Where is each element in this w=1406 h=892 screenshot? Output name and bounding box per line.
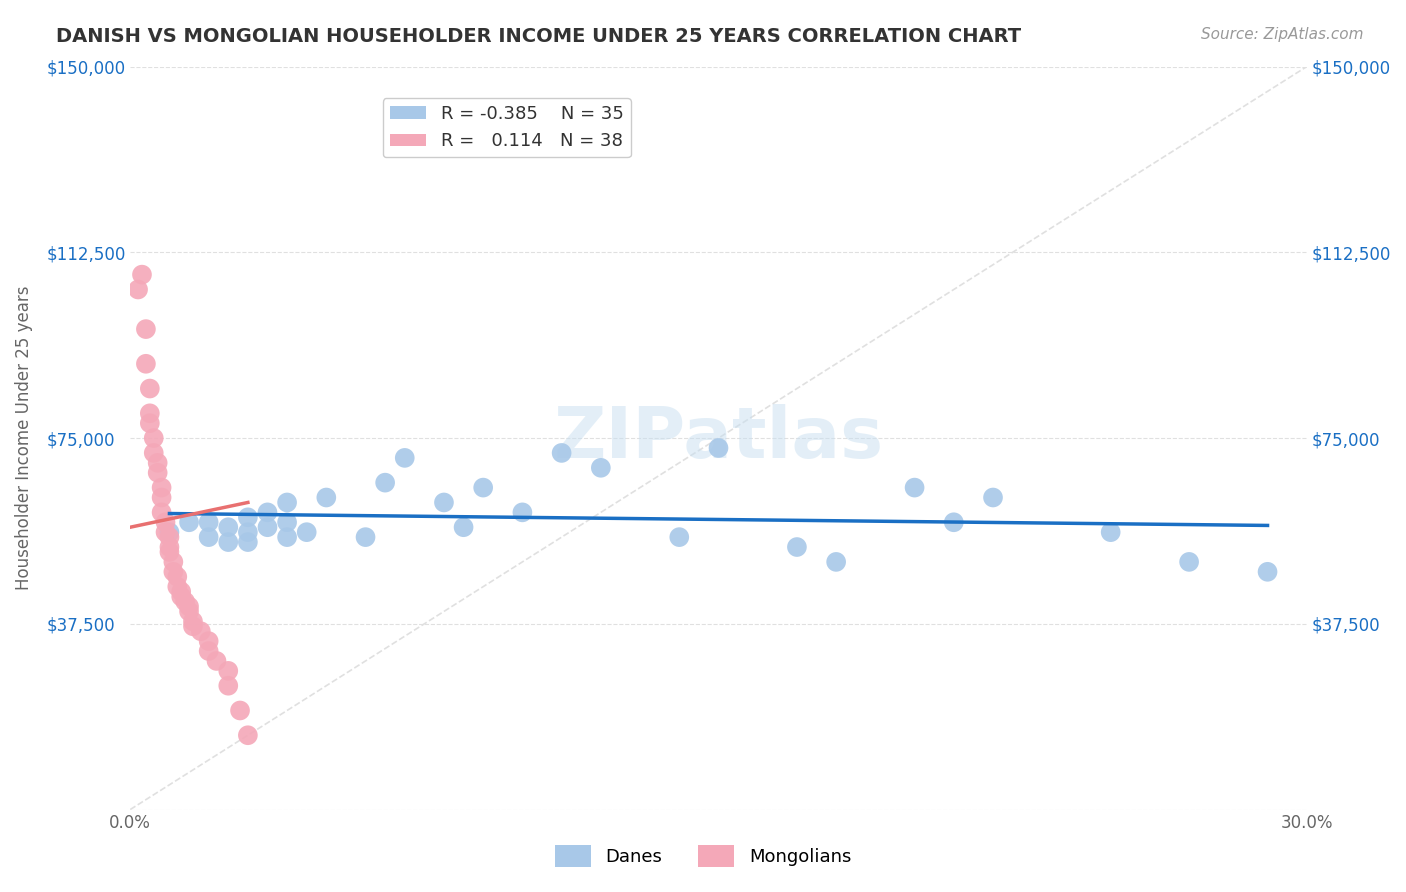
Point [217, 664, 239, 678]
Point [825, 555, 848, 569]
Point [142, 446, 165, 460]
Point [139, 406, 162, 420]
Point [1257, 565, 1279, 579]
Point [256, 520, 278, 534]
Point [1099, 525, 1122, 540]
Point [981, 491, 1004, 505]
Point [589, 460, 612, 475]
Point [236, 510, 259, 524]
Point [166, 580, 188, 594]
Point [315, 491, 337, 505]
Point [177, 604, 200, 618]
Point [236, 535, 259, 549]
Point [159, 530, 181, 544]
Point [942, 516, 965, 530]
Point [142, 431, 165, 445]
Point [197, 634, 219, 648]
Point [205, 654, 228, 668]
Point [217, 679, 239, 693]
Point [170, 590, 193, 604]
Legend: Danes, Mongolians: Danes, Mongolians [547, 838, 859, 874]
Point [155, 516, 177, 530]
Point [707, 441, 730, 455]
Y-axis label: Householder Income Under 25 years: Householder Income Under 25 years [15, 285, 32, 591]
Point [150, 505, 173, 519]
Point [295, 525, 318, 540]
Point [127, 283, 149, 297]
Point [162, 555, 184, 569]
Text: DANISH VS MONGOLIAN HOUSEHOLDER INCOME UNDER 25 YEARS CORRELATION CHART: DANISH VS MONGOLIAN HOUSEHOLDER INCOME U… [56, 27, 1021, 45]
Point [159, 540, 181, 554]
Point [512, 505, 534, 519]
Point [354, 530, 377, 544]
Point [155, 525, 177, 540]
Point [190, 624, 212, 639]
Point [170, 584, 193, 599]
Point [229, 704, 252, 718]
Text: Source: ZipAtlas.com: Source: ZipAtlas.com [1201, 27, 1364, 42]
Point [146, 456, 169, 470]
Point [236, 525, 259, 540]
Point [472, 481, 495, 495]
Point [374, 475, 396, 490]
Point [276, 530, 298, 544]
Point [668, 530, 690, 544]
Point [786, 540, 808, 554]
Point [256, 505, 278, 519]
Point [181, 615, 204, 629]
Text: ZIPatlas: ZIPatlas [554, 403, 883, 473]
Point [146, 466, 169, 480]
Point [131, 268, 153, 282]
Point [150, 491, 173, 505]
Point [276, 516, 298, 530]
Point [135, 357, 157, 371]
Point [159, 525, 181, 540]
Point [139, 382, 162, 396]
Point [174, 594, 197, 608]
Point [197, 516, 219, 530]
Point [453, 520, 475, 534]
Point [217, 520, 239, 534]
Point [139, 416, 162, 430]
Point [181, 619, 204, 633]
Point [177, 516, 200, 530]
Point [433, 495, 456, 509]
Point [276, 495, 298, 509]
Legend: R = -0.385    N = 35, R =   0.114   N = 38: R = -0.385 N = 35, R = 0.114 N = 38 [382, 98, 631, 157]
Point [135, 322, 157, 336]
Point [197, 644, 219, 658]
Point [903, 481, 925, 495]
Point [166, 570, 188, 584]
Point [162, 565, 184, 579]
Point [159, 545, 181, 559]
Point [197, 530, 219, 544]
Point [177, 599, 200, 614]
Point [550, 446, 572, 460]
Point [394, 450, 416, 465]
Point [1178, 555, 1201, 569]
Point [236, 728, 259, 742]
Point [217, 535, 239, 549]
Point [150, 481, 173, 495]
